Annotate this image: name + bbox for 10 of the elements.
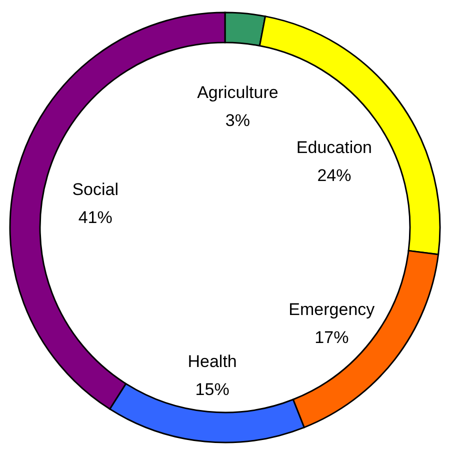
- data-label: 17%: [314, 328, 349, 348]
- slice-label: Health: [188, 352, 237, 371]
- data-label: 15%: [195, 380, 230, 399]
- slice-label: Education: [296, 138, 372, 158]
- slice-label: Emergency: [288, 300, 376, 320]
- data-label: 3%: [225, 111, 250, 130]
- slice-label: Social: [72, 180, 119, 199]
- data-label: 24%: [317, 166, 352, 186]
- slice-label: Agriculture: [197, 83, 278, 102]
- data-label: 41%: [78, 208, 112, 227]
